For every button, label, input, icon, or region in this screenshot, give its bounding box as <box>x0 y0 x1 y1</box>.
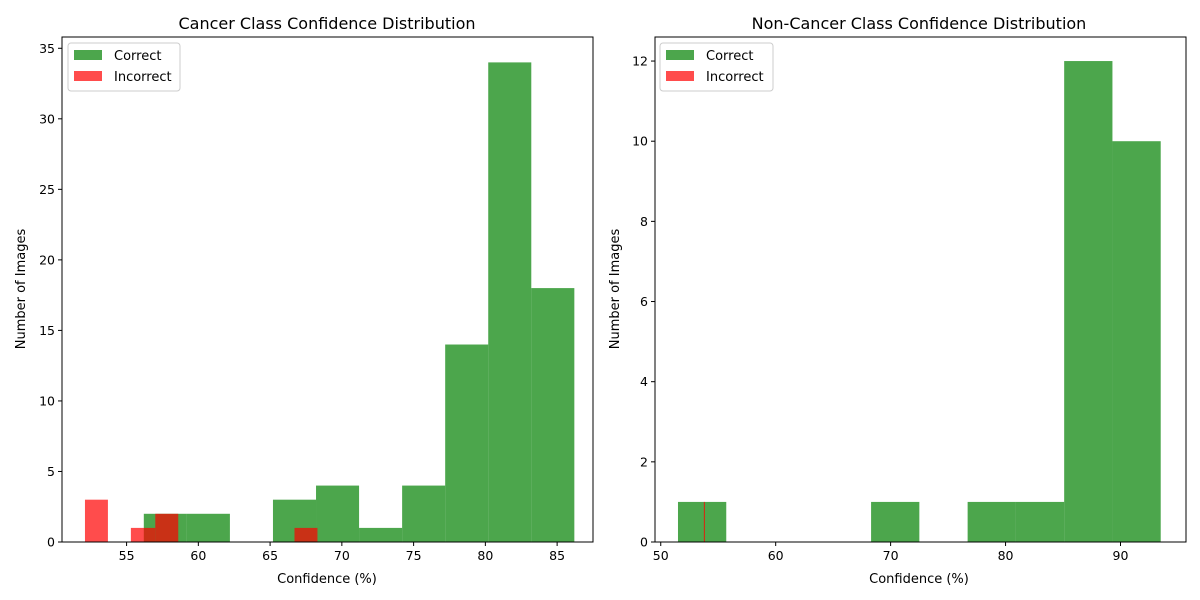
cancer-x-ticks: 55 60 65 70 75 80 85 <box>119 542 565 563</box>
noncancer-legend-correct-swatch <box>666 50 694 60</box>
cancer-correct-bar-5 <box>359 527 403 542</box>
noncancer-ytick-label-2: 4 <box>640 374 648 389</box>
noncancer-legend: Correct Incorrect <box>659 42 774 92</box>
cancer-legend-incorrect-swatch <box>74 71 102 81</box>
cancer-y-ticks: 0 5 10 15 20 25 30 35 <box>39 41 62 550</box>
cancer-incorrect-bar-0 <box>84 499 108 542</box>
noncancer-correct-bar-4 <box>871 501 920 542</box>
cancer-ytick-label-4: 20 <box>39 252 55 267</box>
cancer-incorrect-bars <box>84 499 318 542</box>
cancer-ytick-label-3: 15 <box>39 323 55 338</box>
cancer-legend-incorrect-label: Incorrect <box>114 70 172 85</box>
noncancer-x-axis-label: Confidence (%) <box>869 572 969 587</box>
cancer-xtick-label-6: 85 <box>549 548 565 563</box>
noncancer-incorrect-bars <box>703 501 705 542</box>
noncancer-correct-bar-6 <box>967 501 1016 542</box>
cancer-correct-bar-6 <box>402 485 446 542</box>
cancer-xtick-label-2: 65 <box>262 548 278 563</box>
noncancer-correct-bar-0 <box>677 501 727 542</box>
noncancer-ytick-label-3: 6 <box>640 294 648 309</box>
cancer-correct-bar-1 <box>186 513 230 542</box>
noncancer-incorrect-bar-0 <box>703 501 705 542</box>
noncancer-ytick-label-6: 12 <box>632 54 648 69</box>
cancer-correct-bar-4 <box>316 485 360 542</box>
cancer-y-axis-label: Number of Images <box>14 229 29 350</box>
noncancer-correct-bar-9 <box>1112 141 1161 542</box>
cancer-correct-bar-8 <box>488 62 532 543</box>
cancer-incorrect-bar-9 <box>294 527 318 542</box>
cancer-ytick-label-0: 0 <box>47 535 55 550</box>
noncancer-legend-incorrect-label: Incorrect <box>706 70 764 85</box>
noncancer-correct-bar-8 <box>1064 61 1113 543</box>
cancer-ytick-label-7: 35 <box>39 41 55 56</box>
cancer-legend: Correct Incorrect <box>67 42 181 92</box>
cancer-xtick-label-0: 55 <box>119 548 135 563</box>
noncancer-xtick-label-2: 70 <box>883 548 899 563</box>
noncancer-correct-bars <box>677 61 1161 543</box>
cancer-incorrect-bar-2 <box>130 527 156 542</box>
cancer-legend-correct-swatch <box>74 50 102 60</box>
cancer-xtick-label-5: 80 <box>477 548 493 563</box>
noncancer-y-axis-label: Number of Images <box>608 229 623 350</box>
noncancer-chart-title: Non-Cancer Class Confidence Distribution <box>752 14 1087 33</box>
noncancer-legend-incorrect-swatch <box>666 71 694 81</box>
cancer-xtick-label-4: 75 <box>406 548 422 563</box>
cancer-ytick-label-6: 30 <box>39 111 55 126</box>
noncancer-ytick-label-5: 10 <box>632 134 648 149</box>
noncancer-xtick-label-4: 90 <box>1113 548 1129 563</box>
cancer-chart-title: Cancer Class Confidence Distribution <box>179 14 476 33</box>
cancer-legend-correct-label: Correct <box>114 49 161 64</box>
noncancer-xtick-label-1: 60 <box>768 548 784 563</box>
noncancer-ytick-label-4: 8 <box>640 214 648 229</box>
cancer-x-axis-label: Confidence (%) <box>277 572 377 587</box>
noncancer-ytick-label-0: 0 <box>640 535 648 550</box>
cancer-plot-frame <box>61 36 594 543</box>
noncancer-plot-frame <box>654 36 1187 543</box>
cancer-xtick-label-3: 70 <box>334 548 350 563</box>
noncancer-x-ticks: 50 60 70 80 90 <box>653 542 1129 563</box>
noncancer-correct-bar-7 <box>1015 501 1065 542</box>
cancer-ytick-label-5: 25 <box>39 182 55 197</box>
cancer-xtick-label-1: 60 <box>190 548 206 563</box>
noncancer-legend-correct-label: Correct <box>706 49 753 64</box>
cancer-correct-bar-7 <box>445 344 489 542</box>
cancer-incorrect-bar-3 <box>155 513 179 542</box>
cancer-ytick-label-1: 5 <box>47 464 55 479</box>
noncancer-chart: Non-Cancer Class Confidence Distribution… <box>608 14 1187 587</box>
noncancer-xtick-label-0: 50 <box>653 548 669 563</box>
cancer-ytick-label-2: 10 <box>39 393 55 408</box>
cancer-correct-bar-9 <box>531 288 575 542</box>
noncancer-y-ticks: 0 2 4 6 8 10 12 <box>632 54 655 550</box>
noncancer-xtick-label-3: 80 <box>998 548 1014 563</box>
noncancer-ytick-label-1: 2 <box>640 454 648 469</box>
cancer-chart: Cancer Class Confidence Distribution 55 6… <box>14 14 594 587</box>
